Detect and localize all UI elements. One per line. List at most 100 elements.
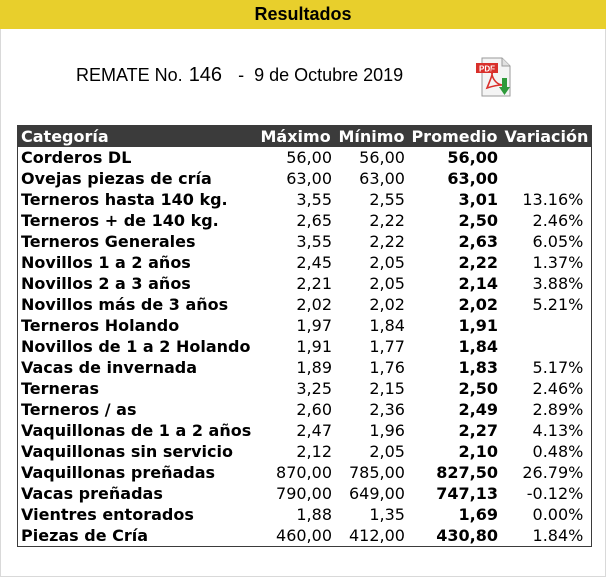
cell-promedio: 2,63 [458,232,499,251]
table-row: Vacas de invernada 1,89 1,76 1,83 5.17% [18,357,592,378]
cell-promedio: 1,83 [458,358,499,377]
cell-promedio: 56,00 [447,148,499,167]
table-row: Novillos de 1 a 2 Holando 1,91 1,77 1,84 [18,336,592,357]
table-row: Vaquillonas preñadas 870,00 785,00 827,50 26… [18,462,592,483]
banner-title: Resultados [254,4,352,24]
cell-variacion [501,168,592,189]
cell-minimo: 2,22 [369,211,405,230]
cell-variacion: 26.79% [522,463,584,482]
cell-maximo: 3,55 [296,232,332,251]
cell-categoria: Terneras [21,379,99,398]
cell-variacion: 5.21% [532,295,584,314]
column-header-variacion: Variación [500,125,593,147]
cell-promedio: 2,50 [458,211,499,230]
cell-categoria: Vaquillonas de 1 a 2 años [21,421,252,440]
cell-variacion: 0.48% [532,442,584,461]
results-table: Categoría Máximo Mínimo Promedio Variaci… [17,125,593,547]
table-row: Vaquillonas de 1 a 2 años 2,47 1,96 2,27 4.1… [18,420,592,441]
column-header-categoria: Categoría [17,125,258,147]
table-row: Vacas preñadas 790,00 649,00 747,13 -0.12% [18,483,592,504]
cell-maximo: 2,21 [296,274,332,293]
cell-categoria: Piezas de Cría [21,526,149,545]
cell-minimo: 2,05 [369,253,405,272]
remate-number: 146 [188,63,223,86]
cell-variacion: 5.17% [532,358,584,377]
cell-variacion: 1.37% [532,253,584,272]
cell-categoria: Terneros hasta 140 kg. [21,190,228,209]
cell-maximo: 460,00 [276,526,332,545]
remate-heading: REMATE No. 146 - 9 de Octubre 2019 [76,62,403,88]
cell-categoria: Terneros Generales [21,232,196,251]
column-header-promedio: Promedio [407,125,502,147]
table-header-row: Categoría Máximo Mínimo Promedio Variaci… [17,125,593,147]
results-banner: Resultados [0,0,606,29]
cell-categoria: Terneros / as [21,400,137,419]
cell-promedio: 1,91 [458,316,499,335]
cell-promedio: 2,27 [458,421,499,440]
cell-maximo: 790,00 [276,484,332,503]
cell-variacion: 2.46% [532,211,584,230]
cell-minimo: 2,15 [369,379,405,398]
table-row: Vaquillonas sin servicio 2,12 2,05 2,10 0.48… [18,441,592,462]
table-row: Vientres entorados 1,88 1,35 1,69 0.00% [18,504,592,525]
cell-promedio: 827,50 [436,463,499,482]
cell-maximo: 2,47 [296,421,332,440]
table-row: Terneros / as 2,60 2,36 2,49 2.89% [18,399,592,420]
cell-variacion: 0.00% [532,505,584,524]
cell-promedio: 3,01 [458,190,499,209]
cell-categoria: Novillos 1 a 2 años [21,253,191,272]
table-row: Terneros Generales 3,55 2,22 2,63 6.05% [18,231,592,252]
table-row: Terneros Holando 1,97 1,84 1,91 [18,315,592,336]
remate-date: 9 de Octubre 2019 [254,64,404,85]
cell-categoria: Terneros + de 140 kg. [21,211,219,230]
cell-minimo: 649,00 [348,484,405,503]
cell-maximo: 2,02 [296,295,332,314]
cell-promedio: 430,80 [436,526,499,545]
cell-minimo: 1,35 [369,505,405,524]
cell-categoria: Novillos 2 a 3 años [21,274,191,293]
cell-maximo: 3,25 [296,379,332,398]
cell-minimo: 2,05 [369,274,405,293]
cell-maximo: 1,89 [296,358,332,377]
cell-promedio: 2,22 [458,253,499,272]
remate-label: REMATE No. [76,64,183,85]
cell-maximo: 63,00 [286,169,332,188]
cell-minimo: 1,96 [369,421,405,440]
cell-categoria: Vacas de invernada [21,358,198,377]
cell-maximo: 1,88 [296,505,332,524]
cell-minimo: 1,76 [369,358,405,377]
cell-categoria: Terneros Holando [21,316,180,335]
table-row: Novillos más de 3 años 2,02 2,02 2,02 5.21% [18,294,592,315]
cell-minimo: 2,22 [369,232,405,251]
cell-maximo: 870,00 [276,463,332,482]
cell-variacion: 2.46% [532,379,584,398]
table-row: Piezas de Cría 460,00 412,00 430,80 1.84% [18,525,592,547]
cell-categoria: Vientres entorados [21,505,194,524]
cell-variacion: 2.89% [532,400,584,419]
cell-minimo: 1,77 [369,337,405,356]
cell-minimo: 785,00 [348,463,405,482]
cell-categoria: Novillos más de 3 años [21,295,229,314]
cell-minimo: 2,02 [369,295,405,314]
cell-maximo: 1,91 [296,337,332,356]
cell-minimo: 2,55 [369,190,405,209]
cell-variacion: 1.84% [532,526,584,545]
table-row: Ovejas piezas de cría 63,00 63,00 63,00 [18,168,592,189]
cell-variacion: 6.05% [532,232,584,251]
cell-variacion [501,315,592,336]
cell-minimo: 412,00 [348,526,405,545]
table-row: Novillos 1 a 2 años 2,45 2,05 2,22 1.37% [18,252,592,273]
cell-maximo: 3,55 [296,190,332,209]
cell-variacion [501,147,592,169]
remate-separator: - [238,64,245,85]
cell-maximo: 56,00 [286,148,332,167]
cell-promedio: 2,14 [458,274,499,293]
cell-maximo: 2,45 [296,253,332,272]
pdf-download-icon[interactable]: PDF [472,54,518,100]
cell-maximo: 2,60 [296,400,332,419]
cell-promedio: 2,10 [458,442,499,461]
cell-promedio: 747,13 [436,484,499,503]
cell-categoria: Vaquillonas preñadas [21,463,216,482]
cell-variacion: 13.16% [522,190,584,209]
cell-categoria: Corderos DL [21,148,132,167]
